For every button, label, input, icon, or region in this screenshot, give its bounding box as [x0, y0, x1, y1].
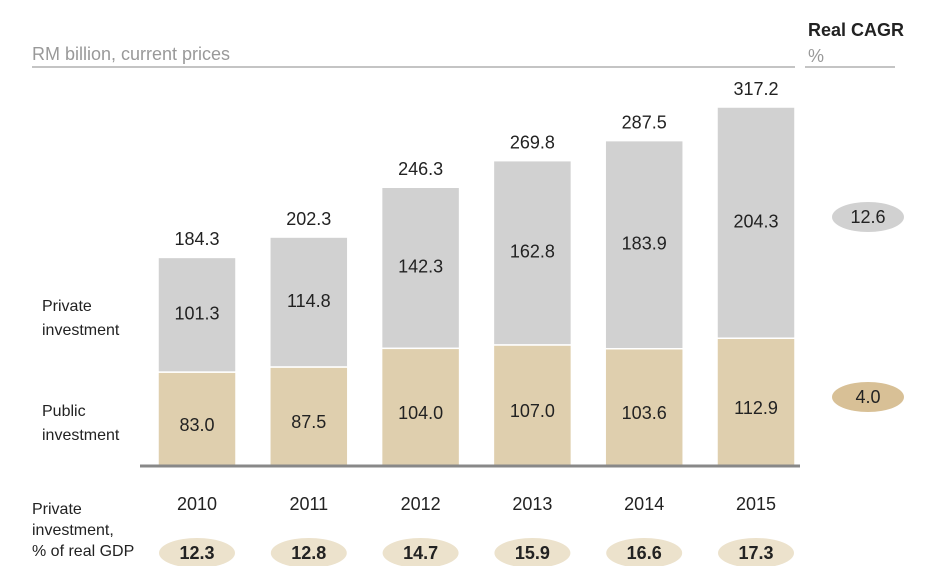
- cagr-title: Real CAGR: [808, 20, 904, 40]
- total-label: 202.3: [286, 209, 331, 229]
- bar-segment: [492, 344, 573, 467]
- bar-segment: [604, 347, 684, 467]
- x-tick-label: 2015: [736, 494, 776, 514]
- value-label: 142.3: [398, 257, 443, 277]
- value-label: 87.5: [291, 412, 326, 432]
- total-label: 317.2: [733, 79, 778, 99]
- gdp-badge: [270, 538, 347, 566]
- gdp-row-label: Private: [32, 501, 82, 518]
- gdp-label: 16.6: [627, 543, 662, 563]
- gdp-label: 12.3: [179, 543, 214, 563]
- value-label: 204.3: [733, 211, 778, 231]
- total-label: 269.8: [510, 132, 555, 152]
- series-label: Public investment: [42, 403, 120, 444]
- value-label: 104.0: [398, 403, 443, 423]
- gdp-badge: [494, 538, 571, 566]
- gdp-label: 14.7: [403, 543, 438, 563]
- gdp-label: 12.8: [291, 543, 326, 563]
- gdp-row-label: investment,: [32, 522, 114, 539]
- value-label: 162.8: [510, 242, 555, 262]
- gdp-label: 15.9: [515, 543, 550, 563]
- gdp-label: 17.3: [738, 543, 773, 563]
- bar-segment: [492, 159, 573, 346]
- bar-segment: [157, 371, 237, 467]
- x-tick-label: 2011: [289, 494, 328, 514]
- x-tick-label: 2012: [401, 494, 441, 514]
- bar-segment: [716, 106, 796, 339]
- bar-segment: [269, 236, 349, 368]
- value-label: 83.0: [179, 415, 214, 435]
- value-label: 112.9: [734, 398, 778, 418]
- total-label: 287.5: [622, 112, 667, 132]
- cagr-unit: %: [808, 46, 824, 66]
- bar-segment: [380, 186, 461, 350]
- gdp-badge: [718, 538, 794, 566]
- value-label: 101.3: [174, 303, 219, 323]
- gdp-row-label: % of real GDP: [32, 543, 134, 560]
- x-tick-label: 2010: [177, 494, 217, 514]
- cagr-label: 12.6: [850, 207, 885, 227]
- x-tick-label: 2013: [512, 494, 552, 514]
- gdp-badge: [606, 538, 683, 566]
- bar-segment: [157, 256, 237, 373]
- cagr-label: 4.0: [855, 387, 880, 407]
- value-label: 114.8: [287, 291, 331, 311]
- cagr-badge: [832, 382, 904, 412]
- bar-segment: [604, 139, 684, 350]
- gdp-badge: [159, 538, 235, 566]
- cagr-badge: [832, 202, 904, 232]
- subtitle: RM billion, current prices: [32, 44, 230, 64]
- series-label: Private investment: [42, 298, 120, 339]
- total-label: 184.3: [174, 229, 219, 249]
- value-label: 183.9: [622, 233, 667, 253]
- value-label: 103.6: [622, 403, 667, 423]
- bar-segment: [380, 347, 461, 467]
- bar-segment: [716, 337, 796, 467]
- x-tick-label: 2014: [624, 494, 664, 514]
- value-label: 107.0: [510, 401, 555, 421]
- gdp-badge: [382, 538, 459, 566]
- total-label: 246.3: [398, 159, 443, 179]
